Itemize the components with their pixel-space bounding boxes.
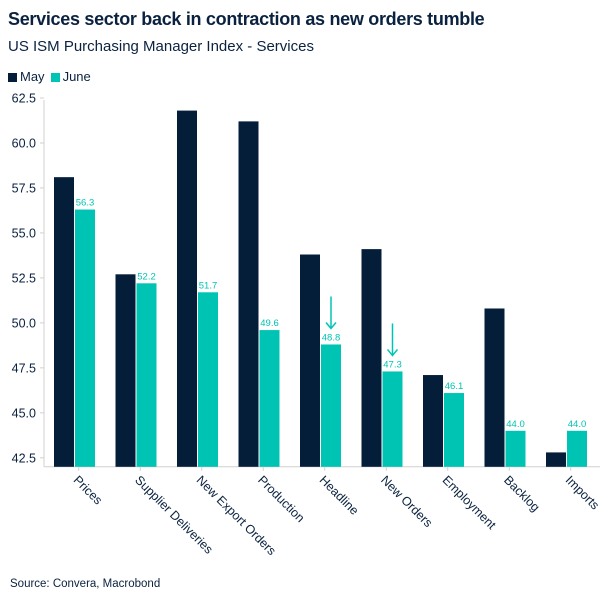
bar-may — [300, 254, 320, 467]
source-note: Source: Convera, Macrobond — [10, 578, 161, 590]
bar-may — [177, 110, 197, 467]
bar-june — [259, 330, 280, 467]
x-tick-label: Headline — [317, 473, 362, 518]
bar-may — [361, 249, 382, 467]
chart-subtitle: US ISM Purchasing Manager Index - Servic… — [8, 38, 314, 55]
bar-june — [321, 344, 341, 467]
bar-june — [198, 292, 218, 467]
y-tick-label: 47.5 — [12, 361, 36, 375]
y-tick-label: 57.5 — [12, 181, 36, 195]
legend: May June — [8, 69, 91, 85]
arrowhead-icon — [386, 348, 399, 357]
bar-may — [546, 452, 566, 467]
bar-may — [115, 274, 136, 467]
bar-june — [136, 283, 157, 467]
y-tick-label: 45.0 — [12, 406, 36, 420]
arrowhead-icon — [325, 321, 337, 330]
data-label: 51.7 — [199, 280, 218, 291]
x-tick-label: Production — [255, 473, 307, 525]
data-label: 48.8 — [322, 332, 341, 343]
data-label: 47.3 — [383, 359, 402, 370]
data-label: 44.0 — [568, 419, 587, 430]
legend-label-june: June — [62, 69, 91, 84]
bar-may — [54, 177, 74, 467]
y-tick-label: 52.5 — [12, 271, 36, 285]
bar-may — [238, 121, 259, 467]
y-tick-label: 62.5 — [12, 91, 36, 105]
x-tick-label: Prices — [71, 473, 105, 507]
y-tick-label: 55.0 — [12, 226, 36, 240]
x-tick-label: Imports — [563, 473, 602, 512]
legend-label-may: May — [20, 69, 45, 84]
legend-swatch-may — [8, 72, 17, 82]
bar-june — [382, 371, 403, 467]
data-label: 44.0 — [506, 419, 525, 430]
bar-june — [505, 430, 526, 467]
bar-june — [75, 209, 95, 467]
x-tick-label: New Orders — [378, 473, 435, 530]
legend-swatch-june — [50, 72, 60, 82]
y-tick-label: 50.0 — [12, 316, 36, 330]
bar-june — [444, 393, 464, 467]
data-label: 46.1 — [445, 381, 464, 392]
bar-may — [423, 375, 443, 467]
x-tick-label: Backlog — [501, 473, 542, 514]
data-label: 52.2 — [137, 271, 156, 282]
x-tick-label: Employment — [440, 473, 499, 532]
y-tick-label: 60.0 — [12, 136, 36, 150]
data-label: 49.6 — [260, 318, 279, 329]
data-label: 56.3 — [76, 198, 95, 209]
chart-title: Services sector back in contraction as n… — [8, 9, 485, 29]
y-tick-label: 42.5 — [12, 451, 36, 465]
bar-may — [484, 308, 505, 467]
bar-june — [567, 430, 587, 467]
